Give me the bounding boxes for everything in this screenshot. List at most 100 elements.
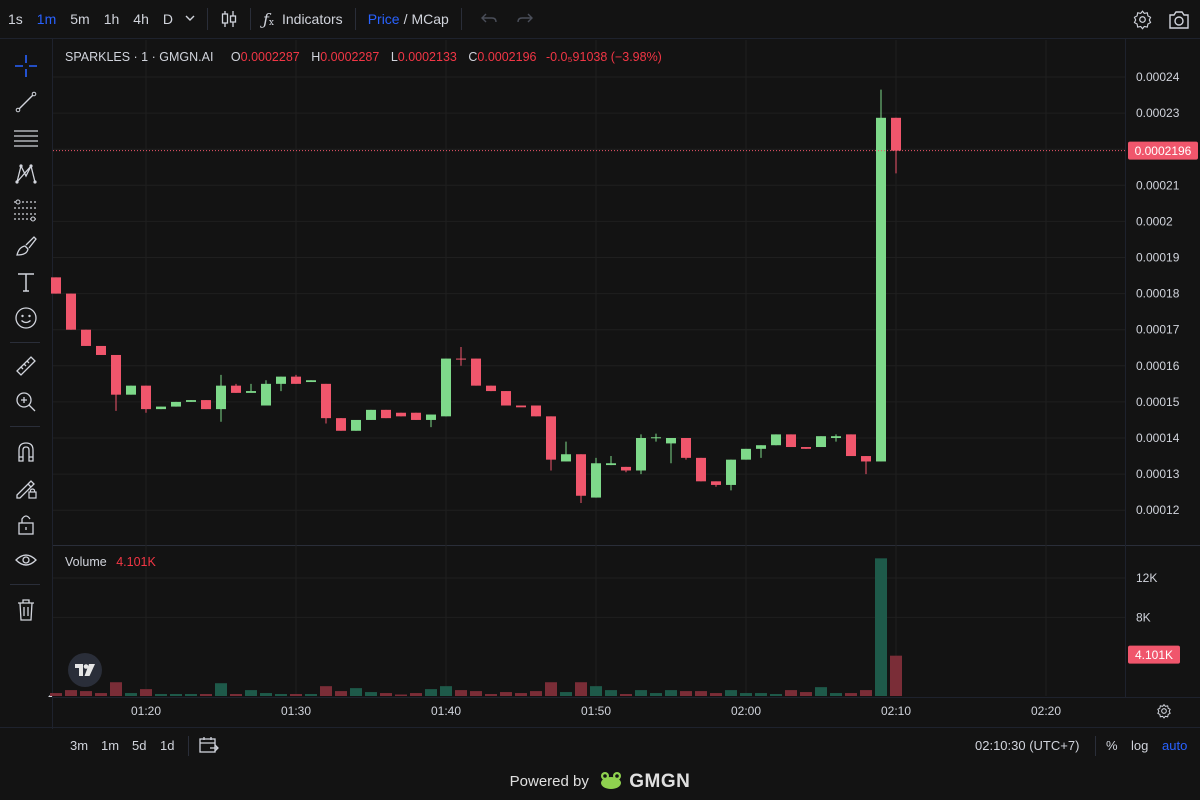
candle: [591, 457, 601, 498]
candle: [216, 374, 226, 422]
candle: [231, 383, 241, 393]
crosshair-icon[interactable]: [10, 52, 42, 80]
indicators-label: Indicators: [281, 11, 343, 27]
volume-bar: [695, 691, 707, 696]
tradingview-logo[interactable]: [68, 653, 102, 687]
timeframe-4h-button[interactable]: 4h: [133, 11, 149, 27]
indicators-button[interactable]: ƒx Indicators: [263, 10, 343, 29]
candle: [516, 405, 526, 408]
candle-body: [216, 385, 226, 410]
timeframe-5m-button[interactable]: 5m: [70, 11, 90, 27]
eye-visibility-icon[interactable]: [10, 546, 42, 574]
range-1m-button[interactable]: 1m: [101, 738, 120, 753]
volume-bar: [335, 691, 347, 696]
candle: [426, 414, 436, 428]
goto-date-icon[interactable]: [188, 736, 219, 756]
close-label: C: [468, 50, 478, 64]
drawing-toolbar: [0, 44, 52, 644]
candle-body: [156, 406, 166, 410]
percent-toggle[interactable]: %: [1106, 738, 1118, 753]
volume-bar: [590, 686, 602, 696]
ruler-measure-icon[interactable]: [10, 352, 42, 380]
timeframe-1m-button[interactable]: 1m: [36, 11, 57, 27]
price-line-layer: 0.0002196 4.101K: [53, 141, 1198, 664]
volume-bar: [305, 694, 317, 696]
candle: [531, 405, 541, 417]
trash-icon[interactable]: [10, 596, 42, 624]
fib-retracement-icon[interactable]: [10, 196, 42, 224]
symbol-title[interactable]: SPARKLES · 1 · GMGN.AI: [65, 50, 214, 64]
trend-line-icon[interactable]: [10, 88, 42, 116]
range-3m-button[interactable]: 3m: [70, 738, 89, 753]
candles-chart-type-icon[interactable]: [220, 9, 238, 29]
range-1d-button[interactable]: 1d: [160, 738, 175, 753]
timeframe-1s-button[interactable]: 1s: [8, 11, 23, 27]
candle: [711, 481, 721, 487]
candle: [306, 380, 316, 383]
price-option[interactable]: Price: [367, 11, 400, 27]
candle-body: [831, 436, 841, 438]
lock-drawing-pencil-icon[interactable]: [10, 474, 42, 502]
low-label: L: [390, 50, 398, 64]
top-toolbar: 1s 1m 5m 1h 4h D ƒx Indicators Price / MCap: [0, 0, 1200, 38]
timeframe-dropdown-icon[interactable]: [185, 13, 195, 25]
ohlc-legend: SPARKLES · 1 · GMGN.AI O0.0002287 H0.000…: [65, 50, 662, 64]
price-tick-label: 0.00012: [1136, 503, 1180, 517]
candle: [456, 347, 466, 366]
candle-body: [471, 358, 481, 386]
price-tick-label: 0.00013: [1136, 467, 1180, 481]
clock-timezone[interactable]: 02:10:30 (UTC+7): [975, 738, 1080, 753]
axis-settings-gear-icon[interactable]: [1156, 703, 1172, 719]
text-tool-icon[interactable]: [10, 268, 42, 296]
volume-bar: [890, 655, 902, 696]
brush-icon[interactable]: [10, 232, 42, 260]
candle-body: [171, 401, 181, 407]
gmgn-brand: GMGN: [629, 771, 691, 792]
candle: [366, 409, 376, 420]
candle-body: [381, 409, 391, 419]
settings-gear-icon[interactable]: [1132, 9, 1153, 30]
toolbar-divider: [206, 8, 208, 30]
range-5d-button[interactable]: 5d: [132, 738, 147, 753]
price-mcap-toggle[interactable]: Price / MCap: [368, 11, 449, 27]
candle-body: [591, 463, 601, 498]
current-price-tag: [1128, 141, 1198, 160]
auto-toggle[interactable]: auto: [1162, 738, 1188, 753]
horizontal-lines-icon[interactable]: [10, 124, 42, 152]
volume-bar: [515, 693, 527, 696]
mcap-option[interactable]: MCap: [411, 11, 449, 27]
zoom-in-icon[interactable]: [10, 388, 42, 416]
price-tick-label: 0.00021: [1136, 178, 1180, 192]
time-axis: 01:20 01:30 01:40 01:50 02:00 02:10 02:20: [48, 693, 1061, 718]
volume-bar: [290, 694, 302, 696]
volume-bar: [275, 694, 287, 696]
pattern-xabcd-icon[interactable]: [10, 160, 42, 188]
timeframe-D-button[interactable]: D: [162, 11, 173, 27]
candle-body: [276, 376, 286, 384]
lock-icon[interactable]: [10, 510, 42, 538]
volume-bar: [665, 690, 677, 696]
volume-bar: [860, 690, 872, 696]
high-label: H: [311, 50, 321, 64]
price-chart[interactable]: 0.000240.000230.000220.000210.00020.0001…: [0, 0, 1200, 730]
undo-icon[interactable]: [480, 12, 498, 26]
open-value: 0.0002287: [240, 50, 300, 64]
volume-bar: [605, 690, 617, 696]
timeframe-1h-button[interactable]: 1h: [103, 11, 120, 27]
log-toggle[interactable]: log: [1131, 738, 1149, 753]
price-tick-label: 0.00024: [1136, 70, 1180, 84]
candle: [246, 383, 256, 393]
volume-bar: [845, 693, 857, 696]
candle: [171, 401, 181, 407]
emoji-icon[interactable]: [10, 304, 42, 332]
volume-bar: [65, 690, 77, 696]
candle: [696, 457, 706, 482]
redo-icon[interactable]: [516, 12, 534, 26]
volume-bar: [50, 693, 62, 696]
function-fx-icon: ƒx: [262, 9, 274, 29]
camera-screenshot-icon[interactable]: [1168, 10, 1190, 30]
candle-body: [741, 448, 751, 460]
time-tick-label: 01:30: [281, 704, 311, 718]
magnet-icon[interactable]: [10, 438, 42, 466]
price-tick-label: 0.00023: [1136, 106, 1180, 120]
